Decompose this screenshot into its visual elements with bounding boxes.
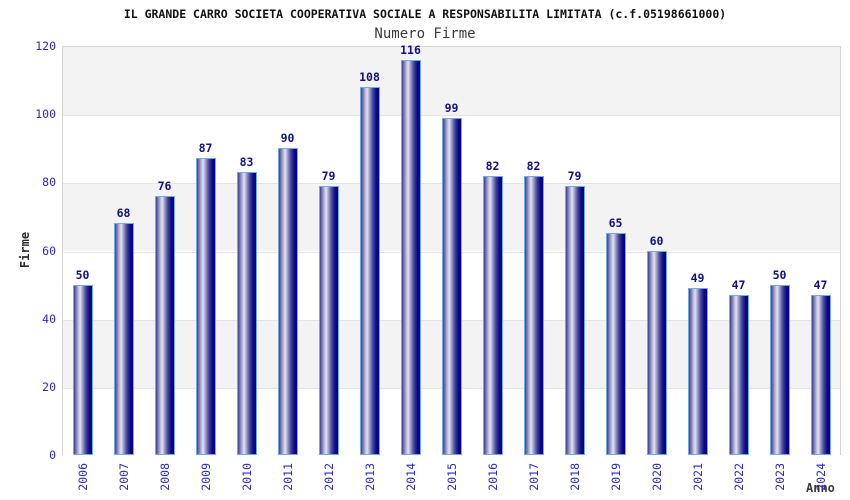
y-tick-label: 60 bbox=[42, 243, 56, 258]
x-tick-label: 2024 bbox=[813, 463, 828, 491]
x-tick-label: 2007 bbox=[116, 463, 131, 491]
bar-value-label: 50 bbox=[772, 267, 787, 282]
x-tick-label: 2011 bbox=[280, 463, 295, 491]
bar-2006 bbox=[72, 284, 93, 455]
bar-value-label: 47 bbox=[813, 277, 828, 292]
bar-2015 bbox=[441, 117, 462, 455]
bar-2022 bbox=[728, 294, 749, 455]
bar-2007 bbox=[113, 223, 134, 455]
bar-value-label: 87 bbox=[198, 141, 213, 156]
x-tick-label: 2012 bbox=[321, 463, 336, 491]
bar-2016 bbox=[482, 175, 503, 455]
bar-2019 bbox=[605, 233, 626, 455]
x-tick-label: 2015 bbox=[444, 463, 459, 491]
x-tick-label: 2021 bbox=[690, 463, 705, 491]
bar-value-label: 65 bbox=[608, 216, 623, 231]
y-tick-label: 20 bbox=[42, 379, 56, 394]
bar-value-label: 60 bbox=[649, 233, 664, 248]
x-tick-label: 2020 bbox=[649, 463, 664, 491]
bar-value-label: 99 bbox=[444, 100, 459, 115]
bar-value-label: 82 bbox=[485, 158, 500, 173]
x-tick-label: 2019 bbox=[608, 463, 623, 491]
x-tick-label: 2013 bbox=[362, 463, 377, 491]
bar-2018 bbox=[564, 185, 585, 455]
bar-value-label: 90 bbox=[280, 131, 295, 146]
y-tick-label: 100 bbox=[35, 107, 56, 122]
chart-subtitle: Numero Firme bbox=[374, 26, 476, 42]
x-axis-title: Anno bbox=[806, 481, 835, 495]
bar-2012 bbox=[318, 185, 339, 455]
y-tick-label: 40 bbox=[42, 311, 56, 326]
gridline bbox=[63, 115, 840, 117]
x-tick-label: 2009 bbox=[198, 463, 213, 491]
bar-2023 bbox=[769, 284, 790, 455]
bar-value-label: 79 bbox=[567, 168, 582, 183]
x-tick-label: 2014 bbox=[403, 463, 418, 491]
bar-2024 bbox=[810, 294, 831, 455]
bar-value-label: 47 bbox=[731, 277, 746, 292]
bar-2020 bbox=[646, 250, 667, 455]
bar-2021 bbox=[687, 287, 708, 455]
bar-value-label: 108 bbox=[359, 69, 380, 84]
plot-band bbox=[63, 47, 840, 116]
bar-2017 bbox=[523, 175, 544, 455]
y-tick-label: 80 bbox=[42, 175, 56, 190]
bar-2011 bbox=[277, 148, 298, 455]
bar-value-label: 83 bbox=[239, 155, 254, 170]
bar-value-label: 79 bbox=[321, 168, 336, 183]
bar-value-label: 68 bbox=[116, 206, 131, 221]
bar-value-label: 76 bbox=[157, 178, 172, 193]
bar-value-label: 50 bbox=[75, 267, 90, 282]
y-tick-label: 0 bbox=[49, 448, 56, 462]
bar-2014 bbox=[400, 59, 421, 455]
bar-value-label: 82 bbox=[526, 158, 541, 173]
bar-2010 bbox=[236, 172, 257, 455]
y-tick-label: 120 bbox=[35, 39, 56, 53]
x-tick-label: 2023 bbox=[772, 463, 787, 491]
x-tick-label: 2006 bbox=[75, 463, 90, 491]
x-tick-label: 2017 bbox=[526, 463, 541, 491]
bar-2009 bbox=[195, 158, 216, 455]
x-tick-label: 2016 bbox=[485, 463, 500, 491]
x-tick-label: 2022 bbox=[731, 463, 746, 491]
bar-2008 bbox=[154, 195, 175, 455]
x-tick-label: 2010 bbox=[239, 463, 254, 491]
bar-value-label: 116 bbox=[400, 42, 421, 57]
bar-value-label: 49 bbox=[690, 270, 705, 285]
bar-2013 bbox=[359, 86, 380, 455]
x-tick-label: 2018 bbox=[567, 463, 582, 491]
x-tick-label: 2008 bbox=[157, 463, 172, 491]
chart-title: IL GRANDE CARRO SOCIETA COOPERATIVA SOCI… bbox=[123, 7, 727, 21]
